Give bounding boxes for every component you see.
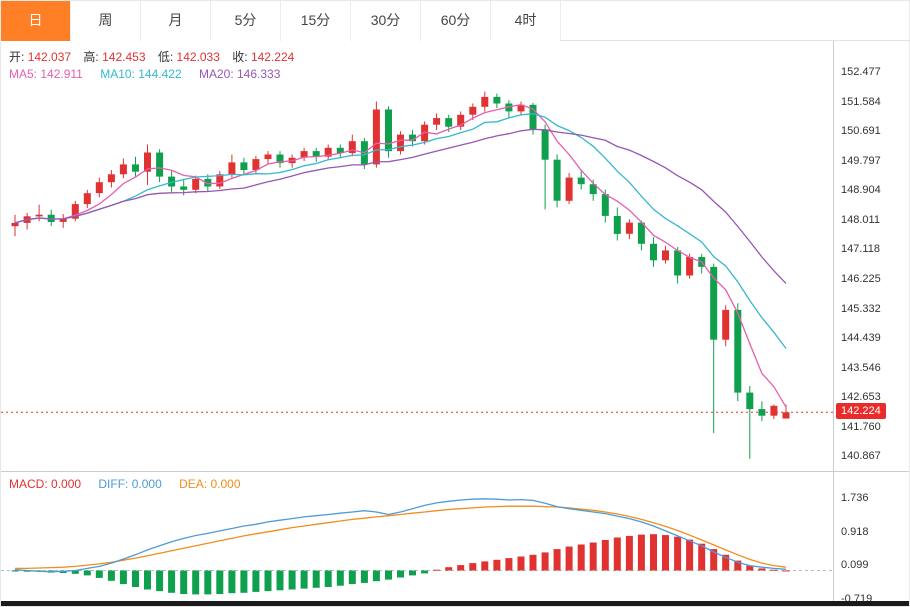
macd-panel: MACD: 0.000 DIFF: 0.000 DEA: 0.000 [1, 472, 834, 601]
open-label: 开: [9, 50, 25, 64]
tab-4hour[interactable]: 4时 [491, 1, 561, 41]
tab-week[interactable]: 周 [71, 1, 141, 41]
dea-label: DEA: [179, 477, 208, 491]
price-axis-label: 148.904 [841, 184, 881, 197]
price-axis-label: 142.653 [841, 391, 881, 404]
tab-day[interactable]: 日 [1, 1, 71, 41]
panel-divider [1, 471, 909, 472]
diff-label: DIFF: [98, 477, 129, 491]
diff-value-info: DIFF: 0.000 [98, 477, 161, 491]
ma10-info: MA10: 144.422 [100, 67, 181, 81]
price-axis-label: 144.439 [841, 332, 881, 345]
price-axis: 142.224 152.477 151.584 150.691 149.797 148.… [834, 41, 909, 471]
diff-value: 0.000 [131, 477, 162, 491]
ma20-value: 146.333 [237, 67, 281, 81]
high-label: 高: [83, 50, 99, 64]
macd-value: 0.000 [51, 477, 82, 491]
price-axis-label: 151.584 [841, 95, 881, 108]
ma5-label: MA5: [9, 67, 38, 81]
price-axis-label: 145.332 [841, 302, 881, 315]
horizontal-scrollbar[interactable] [1, 601, 909, 606]
axis-divider [833, 41, 834, 601]
price-axis-label: 148.011 [841, 213, 880, 226]
close-label: 收: [232, 50, 248, 64]
high-value: 142.453 [102, 50, 146, 64]
ma10-value: 144.422 [138, 67, 182, 81]
tab-month[interactable]: 月 [141, 1, 211, 41]
tab-60min[interactable]: 60分 [421, 1, 491, 41]
price-axis-label: 147.118 [841, 243, 880, 256]
tab-30min[interactable]: 30分 [351, 1, 421, 41]
open-value: 142.037 [27, 50, 72, 64]
price-axis-label: 143.546 [841, 361, 881, 374]
ohlc-info-row: 开: 142.037 高: 142.453 低: 142.033 收: 142.… [9, 48, 294, 65]
low-label: 低: [157, 50, 174, 64]
tab-5min[interactable]: 5分 [211, 1, 281, 41]
ma5-value: 142.911 [40, 67, 83, 81]
close-value: 142.224 [250, 50, 295, 64]
macd-info-row: MACD: 0.000 DIFF: 0.000 DEA: 0.000 [9, 477, 255, 491]
macd-axis: 1.736 0.918 0.099 -0.719 [834, 472, 909, 605]
candlestick-chart[interactable] [1, 41, 834, 471]
ma20-info: MA20: 146.333 [199, 67, 280, 81]
macd-axis-label: 0.918 [841, 525, 869, 538]
ma20-label: MA20: [198, 67, 234, 81]
low-value: 142.033 [176, 50, 220, 64]
price-axis-label: 140.867 [841, 450, 881, 463]
ma5-info: MA5: 142.911 [9, 67, 83, 81]
macd-axis-label: 1.736 [841, 491, 869, 504]
ma10-label: MA10: [100, 67, 135, 81]
price-chart-panel: 开: 142.037 高: 142.453 低: 142.033 收: 142.… [1, 41, 834, 471]
price-axis-label: 152.477 [841, 66, 881, 79]
price-axis-label: 146.225 [841, 272, 881, 285]
price-axis-label: 141.760 [841, 420, 881, 433]
ma-info-row: MA5: 142.911 MA10: 144.422 MA20: 146.333 [9, 67, 294, 81]
current-price-badge: 142.224 [836, 403, 886, 420]
macd-chart[interactable] [1, 472, 834, 601]
tab-15min[interactable]: 15分 [281, 1, 351, 41]
macd-value-info: MACD: 0.000 [9, 477, 81, 491]
dea-value: 0.000 [210, 477, 241, 491]
macd-label: MACD: [9, 477, 48, 491]
macd-axis-label: 0.099 [841, 559, 869, 572]
price-axis-label: 149.797 [841, 154, 881, 167]
timeframe-tabbar: 日周月 5分 15分 30分 60分 4时 [1, 1, 909, 41]
price-axis-label: 150.691 [841, 125, 881, 138]
dea-value-info: DEA: 0.000 [179, 477, 240, 491]
